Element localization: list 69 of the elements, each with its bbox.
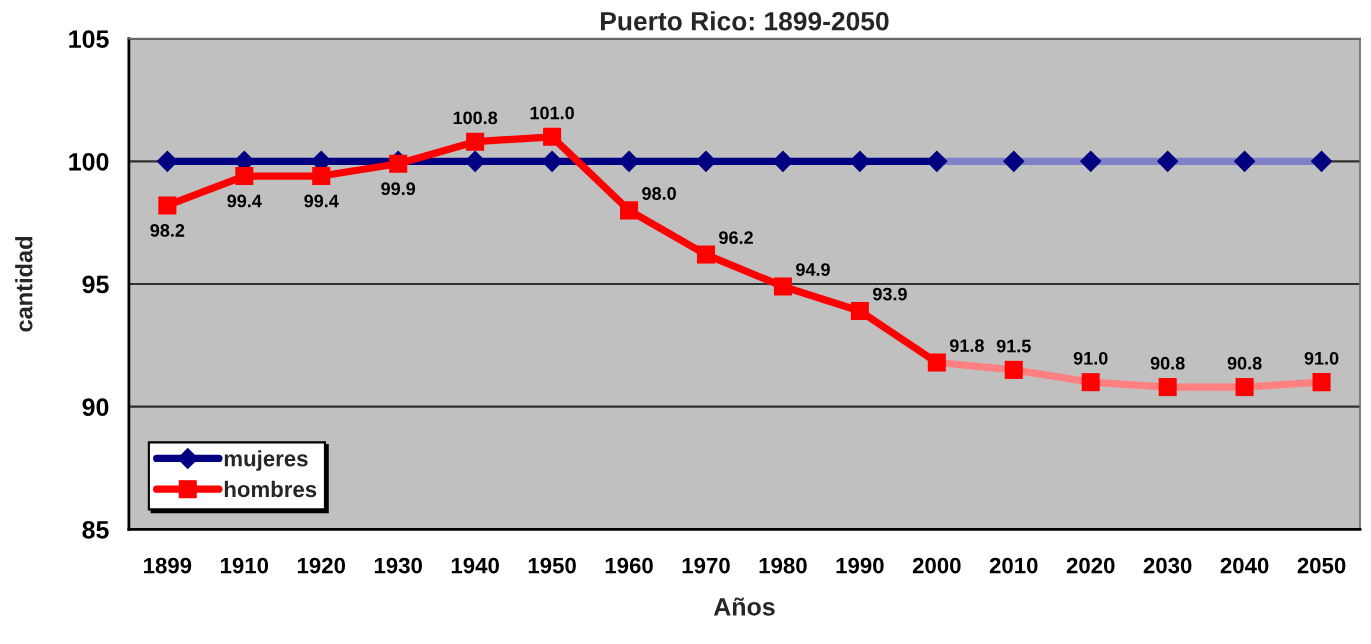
point [466, 132, 485, 151]
legend-label: mujeres [224, 450, 308, 471]
point [620, 201, 639, 220]
data-label: 99.9 [381, 182, 416, 196]
chart-title: Puerto Rico: 1899-2050 [601, 11, 889, 31]
point [1002, 150, 1025, 173]
data-label: 99.4 [227, 194, 262, 208]
y-axis-title: cantidad [15, 237, 33, 332]
point [1079, 150, 1102, 173]
point [773, 277, 792, 296]
point [1233, 150, 1256, 173]
data-label: 91.5 [996, 339, 1031, 353]
point [235, 167, 254, 186]
data-label: 91.0 [1073, 351, 1108, 365]
point [772, 150, 794, 173]
x-tick-label: 1960 [605, 557, 653, 574]
point [1158, 378, 1177, 397]
point [1081, 373, 1100, 392]
x-tick-label: 1980 [759, 557, 807, 574]
legend-label: hombres [224, 480, 317, 498]
point [1004, 360, 1023, 379]
x-tick-label: 2020 [1066, 557, 1115, 574]
point [927, 353, 946, 372]
data-label: 98.2 [150, 224, 185, 237]
point [695, 150, 717, 173]
data-label: 99.4 [304, 194, 339, 208]
y-tick-label: 85 [82, 520, 109, 539]
y-tick-label: 105 [69, 30, 109, 48]
point [312, 167, 331, 186]
y-tick-label: 90 [82, 398, 109, 416]
x-tick-label: 1910 [220, 557, 269, 574]
data-label: 94.9 [796, 263, 830, 276]
point [850, 301, 869, 321]
point [926, 150, 948, 173]
point [618, 150, 640, 173]
x-tick-label: 2040 [1220, 557, 1269, 574]
point [158, 196, 177, 215]
point [849, 150, 871, 173]
point [543, 127, 562, 146]
y-tick-label: 95 [82, 275, 109, 294]
data-label: 91.8 [949, 339, 984, 353]
data-label: 96.2 [719, 231, 753, 245]
point [1312, 373, 1331, 392]
y-tick-label: 100 [69, 152, 109, 171]
x-tick-label: 2030 [1143, 557, 1192, 574]
data-label: 90.8 [1150, 356, 1185, 370]
x-axis-title: Años [713, 597, 775, 616]
point [541, 150, 563, 173]
x-tick-label: 2050 [1297, 557, 1346, 574]
x-tick-label: 1940 [451, 557, 499, 574]
data-label: 100.8 [453, 111, 498, 125]
data-label: 93.9 [873, 287, 907, 301]
data-label: 98.0 [642, 187, 676, 200]
x-tick-label: 2000 [912, 557, 961, 574]
x-tick-label: 2010 [989, 557, 1038, 574]
point [1156, 150, 1179, 173]
data-label: 101.0 [530, 106, 574, 120]
data-label: 90.8 [1227, 356, 1262, 370]
x-tick-label: 1990 [836, 557, 884, 574]
x-tick-label: 1899 [144, 557, 192, 574]
point [464, 150, 486, 173]
data-label: 91.0 [1304, 351, 1339, 365]
point [696, 245, 716, 264]
x-tick-label: 1920 [297, 557, 346, 574]
x-tick-label: 1930 [374, 557, 422, 574]
x-tick-label: 1950 [528, 557, 576, 574]
point [1310, 150, 1333, 173]
x-tick-label: 1970 [682, 557, 730, 574]
point [1235, 378, 1254, 397]
